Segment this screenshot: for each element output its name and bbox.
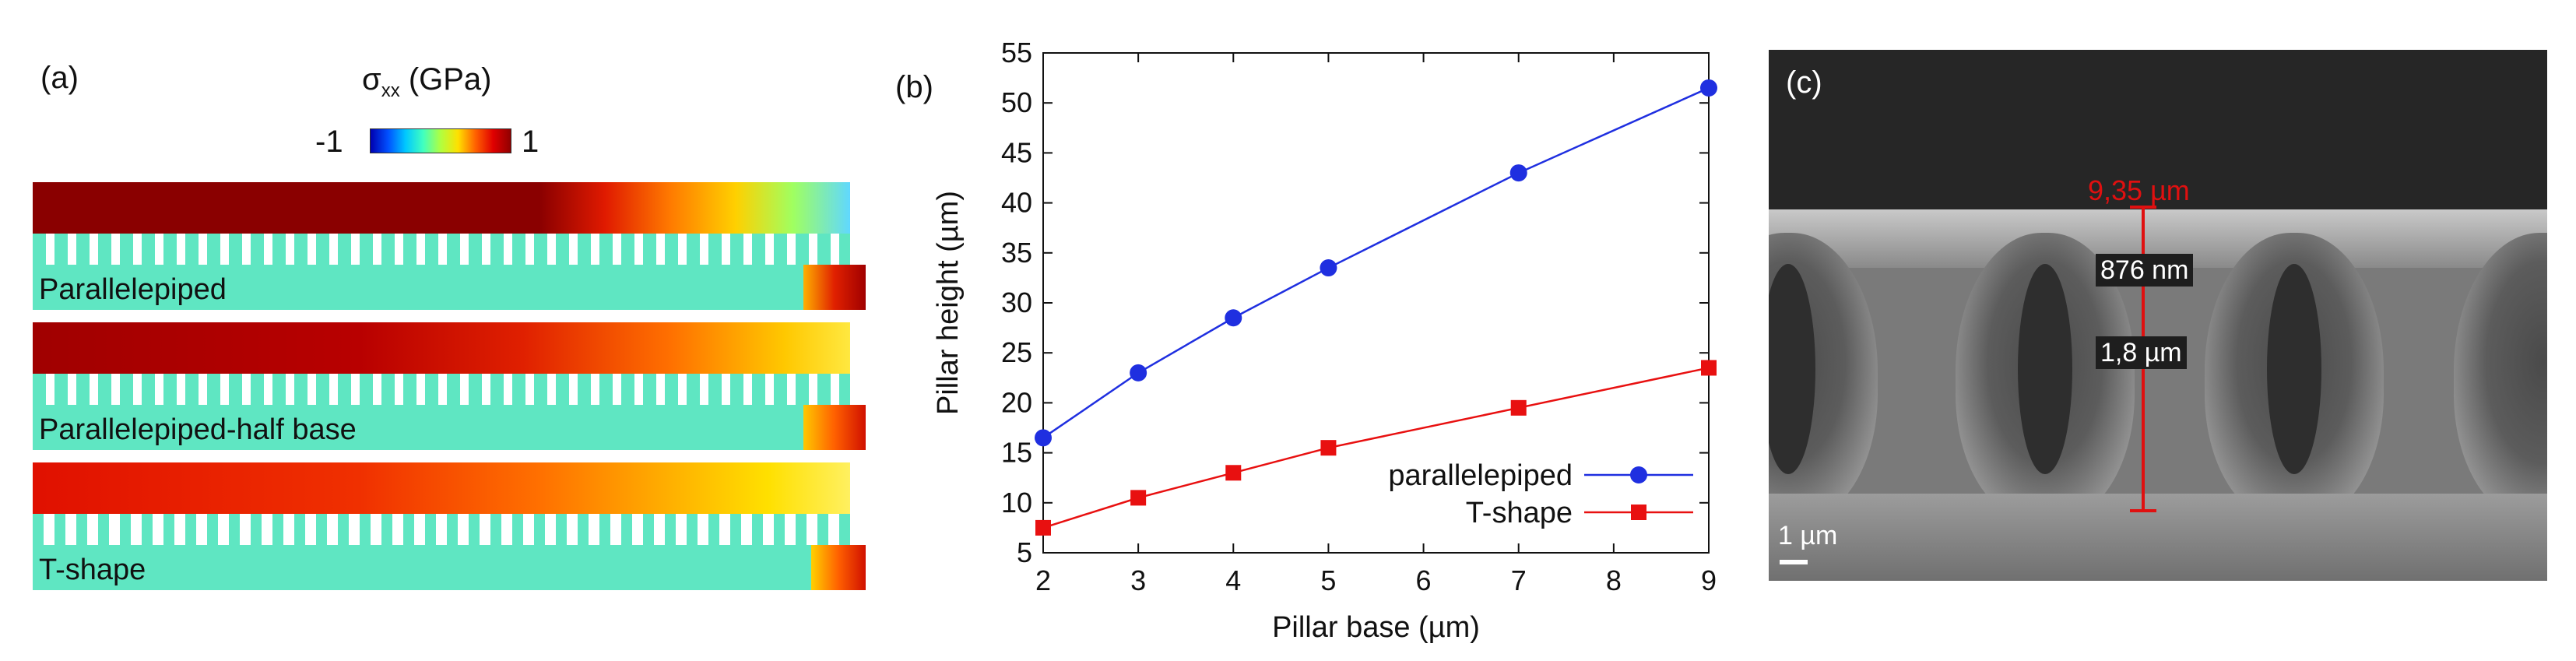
simulation-t-shape: T-shape — [33, 462, 866, 593]
panel-b: (b) 2 3 4 5 6 7 8 9 5 10 15 20 25 30 35 40 45 50 55 Pillar … — [887, 0, 1752, 661]
legend-marker — [1631, 505, 1646, 520]
simulation-label: Parallelepiped — [39, 273, 227, 306]
colorbar-unit: (GPa) — [408, 62, 492, 97]
y-tick-label: 40 — [1001, 187, 1032, 219]
data-point-T-shape — [1130, 490, 1147, 506]
y-tick-label: 15 — [1001, 437, 1032, 469]
series-line-T-shape — [1042, 367, 1710, 529]
pillar-array — [33, 374, 850, 406]
simulation-label: T-shape — [39, 554, 146, 586]
scale-bar-label: 1 µm — [1778, 521, 1838, 550]
simulation-parallelepiped: Parallelepiped — [33, 182, 866, 313]
stress-base-layer — [33, 265, 803, 310]
sem-cavity — [2454, 233, 2547, 521]
y-tick-label: 5 — [1017, 536, 1032, 568]
colorbar-title: σxx (GPa) — [362, 62, 492, 102]
legend-label: parallelepiped — [1388, 459, 1573, 492]
data-point-parallelepiped — [1320, 259, 1337, 277]
pillar-array — [33, 234, 850, 266]
stress-top-layer — [33, 322, 850, 377]
data-point-T-shape — [1701, 360, 1717, 376]
sem-hole — [1769, 264, 1815, 474]
plot-frame — [1042, 52, 1710, 554]
sem-background — [1769, 50, 2547, 209]
y-tick-label: 55 — [1001, 37, 1032, 69]
y-tick-label: 50 — [1001, 86, 1032, 118]
legend-label: T-shape — [1466, 497, 1573, 529]
y-tick-label: 25 — [1001, 336, 1032, 368]
x-tick-label: 2 — [1035, 564, 1051, 596]
x-tick-label: 7 — [1511, 564, 1527, 596]
x-tick-label: 3 — [1130, 564, 1146, 596]
colorbar-max-label: 1 — [522, 125, 539, 159]
data-point-T-shape — [1510, 399, 1527, 416]
data-point-T-shape — [1035, 519, 1051, 536]
data-point-T-shape — [1320, 440, 1337, 456]
colorbar-subscript: xx — [381, 80, 400, 101]
y-tick-label: 20 — [1001, 386, 1032, 418]
data-point-parallelepiped — [1130, 364, 1147, 381]
stress-base-tail — [811, 545, 866, 590]
data-point-parallelepiped — [1509, 164, 1527, 182]
x-tick-label: 9 — [1701, 564, 1717, 596]
series-line-parallelepiped — [1042, 86, 1710, 439]
legend-marker — [1630, 466, 1647, 483]
panel-b-label: (b) — [895, 70, 933, 104]
pillar-array — [33, 514, 850, 547]
colorbar-min-label: -1 — [315, 125, 343, 159]
pillar-base-width-label: 1,8 µm — [2096, 336, 2187, 369]
x-tick-label: 8 — [1606, 564, 1622, 596]
stress-colorbar — [370, 128, 511, 153]
y-tick-label: 35 — [1001, 237, 1032, 269]
data-point-parallelepiped — [1225, 309, 1242, 327]
stress-top-layer — [33, 462, 850, 517]
simulation-parallelepiped-half-base: Parallelepiped-half base — [33, 322, 866, 453]
stress-base-tail — [803, 405, 866, 450]
y-tick-label: 30 — [1001, 287, 1032, 318]
x-tick-label: 6 — [1416, 564, 1432, 596]
stress-base-layer — [33, 545, 811, 590]
panel-a: (a) σxx (GPa) -1 1 Parallelepiped Parall… — [0, 0, 866, 661]
height-arrow-cap-bottom — [2130, 509, 2156, 512]
sem-hole — [2018, 264, 2072, 474]
panel-c-label: (c) — [1786, 65, 1822, 100]
data-point-parallelepiped — [1700, 79, 1717, 97]
pillar-height-label: 9,35 µm — [2088, 174, 2190, 206]
panel-a-label: (a) — [40, 61, 79, 95]
x-tick-label: 5 — [1320, 564, 1336, 596]
stress-top-layer — [33, 182, 850, 237]
stress-base-tail — [803, 265, 866, 310]
sem-hole — [2267, 264, 2321, 474]
y-axis-label: Pillar height (µm) — [932, 191, 965, 415]
y-tick-label: 10 — [1001, 487, 1032, 519]
height-arrow-cap-top — [2130, 206, 2156, 209]
simulation-label: Parallelepiped-half base — [39, 413, 357, 446]
sem-substrate — [1769, 494, 2547, 581]
colorbar-symbol: σ — [362, 62, 381, 97]
panel-c-sem-image: (c) 9,35 µm 876 nm 1,8 µm 1 µm — [1769, 50, 2547, 581]
pillar-neck-width-label: 876 nm — [2096, 254, 2194, 287]
data-point-parallelepiped — [1035, 429, 1052, 447]
scale-bar — [1780, 560, 1808, 564]
stress-base-layer — [33, 405, 803, 450]
data-point-T-shape — [1225, 465, 1242, 481]
x-tick-label: 4 — [1225, 564, 1241, 596]
x-axis-label: Pillar base (µm) — [1272, 611, 1480, 644]
y-tick-label: 45 — [1001, 136, 1032, 168]
